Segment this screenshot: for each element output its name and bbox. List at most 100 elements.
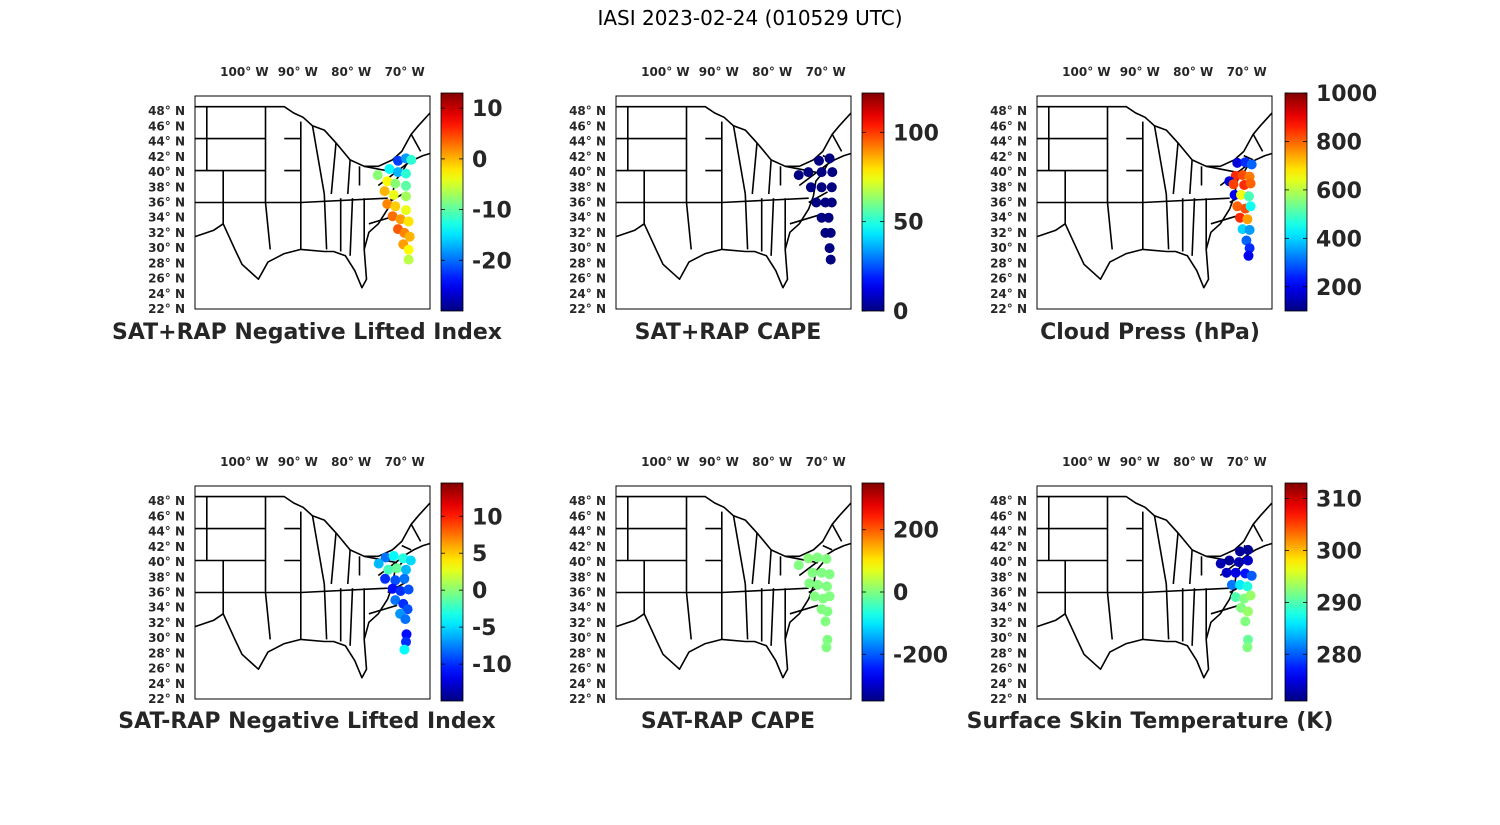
lat-tick-label: 32° N <box>569 616 606 630</box>
data-point <box>803 167 814 178</box>
data-point <box>1246 159 1257 170</box>
lat-tick-label: 30° N <box>148 241 185 255</box>
data-point <box>1215 558 1226 569</box>
data-point <box>400 614 411 625</box>
panel-title: Cloud Press (hPa) <box>1040 320 1260 345</box>
map-border-line <box>770 198 775 256</box>
data-point <box>1226 579 1237 590</box>
lat-tick-label: 38° N <box>148 570 185 584</box>
data-point <box>395 214 406 225</box>
lat-tick-label: 26° N <box>569 662 606 676</box>
colorbar-tick-label: 280 <box>1316 643 1362 668</box>
panel-title: SAT-RAP CAPE <box>640 709 816 734</box>
lon-tick-label: 80° W <box>1173 455 1213 469</box>
lon-tick-label: 100° W <box>220 455 268 469</box>
scatter-points <box>1224 157 1257 261</box>
data-point <box>816 182 827 193</box>
data-point <box>826 182 837 193</box>
data-point <box>1244 191 1254 202</box>
data-point <box>812 552 823 563</box>
data-point <box>390 575 401 586</box>
map-border-line <box>789 604 819 615</box>
data-point <box>826 197 837 208</box>
lat-tick-label: 40° N <box>148 165 185 179</box>
data-point <box>805 182 816 193</box>
data-point <box>824 569 835 580</box>
data-point <box>1245 590 1256 601</box>
lat-tick-label: 34° N <box>569 601 606 615</box>
panel-title: Surface Skin Temperature (K) <box>966 709 1334 734</box>
data-point <box>390 201 401 212</box>
data-point <box>1243 555 1253 566</box>
lat-tick-label: 34° N <box>990 601 1027 615</box>
data-point <box>821 554 832 564</box>
lon-tick-label: 100° W <box>641 455 689 469</box>
map-border-line <box>822 544 833 551</box>
lat-tick-label: 44° N <box>569 135 606 149</box>
lon-tick-label: 70° W <box>806 455 846 469</box>
map-outline <box>615 105 852 289</box>
lat-tick-label: 28° N <box>148 256 185 270</box>
lat-tick-label: 46° N <box>569 119 606 133</box>
lat-tick-label: 38° N <box>990 570 1027 584</box>
lon-tick-label: 70° W <box>806 65 846 79</box>
lat-tick-label: 30° N <box>569 631 606 645</box>
lat-tick-label: 46° N <box>569 509 606 523</box>
data-point <box>379 186 390 197</box>
lat-tick-label: 32° N <box>569 226 606 240</box>
data-point <box>382 199 393 209</box>
lat-tick-label: 24° N <box>148 677 185 691</box>
data-point <box>384 164 395 174</box>
lat-tick-label: 46° N <box>148 119 185 133</box>
data-point <box>1236 189 1246 200</box>
map-border-line <box>1172 532 1179 585</box>
data-point <box>399 573 410 584</box>
colorbar-tick-label: 800 <box>1316 130 1362 155</box>
lat-tick-label: 36° N <box>569 586 606 600</box>
data-point <box>401 180 411 191</box>
lat-tick-label: 24° N <box>990 287 1027 301</box>
lon-tick-label: 80° W <box>752 455 792 469</box>
data-point <box>1224 555 1235 566</box>
data-point <box>1243 544 1253 555</box>
data-point <box>372 170 383 181</box>
data-point <box>401 629 412 640</box>
map-border-line <box>770 588 775 646</box>
map-border-line <box>330 142 337 195</box>
map-outline <box>194 495 431 679</box>
data-point <box>1235 212 1245 223</box>
map-border-line <box>831 133 843 152</box>
map-border-line <box>785 555 819 564</box>
map-border-line <box>1172 142 1179 195</box>
data-point <box>811 197 822 208</box>
lat-tick-label: 34° N <box>569 211 606 225</box>
lat-tick-label: 36° N <box>148 586 185 600</box>
lat-tick-label: 30° N <box>990 631 1027 645</box>
lat-tick-label: 42° N <box>569 150 606 164</box>
data-point <box>812 579 823 590</box>
map-border-line <box>721 197 809 204</box>
map-border-line <box>194 542 431 679</box>
data-point <box>816 212 827 223</box>
data-point <box>380 573 391 584</box>
data-point <box>1243 250 1254 261</box>
map-border-line <box>744 193 749 250</box>
lat-tick-label: 34° N <box>148 601 185 615</box>
data-point <box>824 591 835 602</box>
lon-tick-label: 100° W <box>641 65 689 79</box>
map-border-line <box>744 583 749 640</box>
map-border-line <box>323 193 328 250</box>
data-point <box>383 564 394 575</box>
lat-tick-label: 40° N <box>569 165 606 179</box>
lat-tick-label: 44° N <box>148 135 185 149</box>
panel-title: SAT+RAP Negative Lifted Index <box>112 320 502 345</box>
map-border-line <box>1210 604 1240 615</box>
panel-4: 100° W 90° W 80° W 70° W 48° N46° N 44° N42° … <box>148 455 512 706</box>
colorbar-tick-label: -5 <box>472 616 496 641</box>
lat-tick-label: 24° N <box>569 287 606 301</box>
data-point <box>387 583 398 594</box>
scatter-points <box>793 153 838 265</box>
map-border-line <box>410 523 422 542</box>
